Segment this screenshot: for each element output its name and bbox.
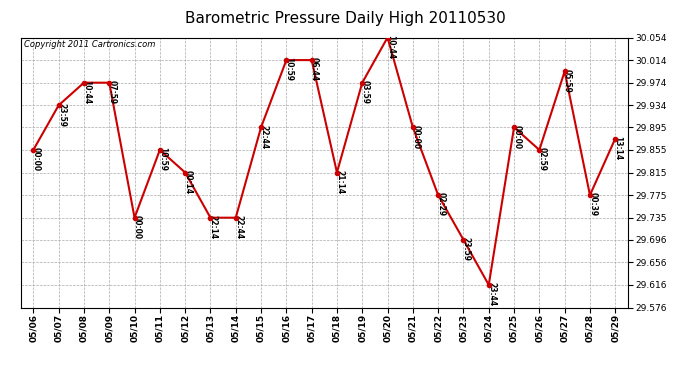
Text: 10:44: 10:44 [386, 35, 395, 59]
Text: 02:59: 02:59 [538, 147, 546, 171]
Text: 00:14: 00:14 [184, 170, 193, 194]
Text: 00:00: 00:00 [411, 124, 420, 148]
Text: 22:14: 22:14 [209, 215, 218, 239]
Text: 22:44: 22:44 [234, 215, 243, 239]
Text: 02:29: 02:29 [437, 192, 446, 216]
Text: 00:00: 00:00 [32, 147, 41, 171]
Text: 22:44: 22:44 [259, 124, 268, 148]
Text: 06:44: 06:44 [310, 57, 319, 81]
Text: Copyright 2011 Cartronics.com: Copyright 2011 Cartronics.com [23, 40, 155, 49]
Text: 03:59: 03:59 [361, 80, 370, 104]
Text: 10:59: 10:59 [158, 147, 167, 171]
Text: 00:00: 00:00 [133, 215, 142, 239]
Text: 23:59: 23:59 [57, 102, 66, 126]
Text: 00:39: 00:39 [589, 192, 598, 216]
Text: 21:14: 21:14 [335, 170, 344, 194]
Text: 07:59: 07:59 [108, 80, 117, 104]
Text: 05:59: 05:59 [563, 69, 572, 93]
Text: 10:44: 10:44 [82, 80, 91, 104]
Text: 23:44: 23:44 [487, 282, 496, 306]
Text: 13:14: 13:14 [613, 136, 622, 160]
Text: Barometric Pressure Daily High 20110530: Barometric Pressure Daily High 20110530 [185, 11, 505, 26]
Text: 10:59: 10:59 [285, 57, 294, 81]
Text: 23:59: 23:59 [462, 237, 471, 261]
Text: 00:00: 00:00 [513, 124, 522, 148]
